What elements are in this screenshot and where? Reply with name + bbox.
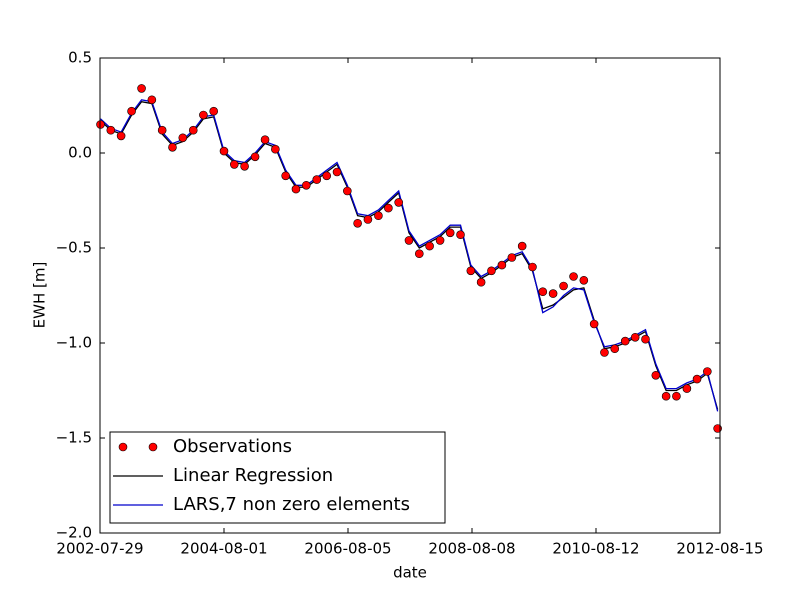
observation-point (425, 241, 434, 251)
legend-label: LARS,7 non zero elements (173, 494, 410, 515)
observation-point (559, 281, 568, 291)
observation-point (497, 260, 507, 270)
observation-point (610, 344, 620, 354)
y-axis-label: EWH [m] (31, 262, 49, 329)
observation-point (178, 133, 188, 143)
observation-point (692, 374, 702, 384)
observation-point (230, 160, 239, 169)
observation-point (291, 184, 301, 194)
observation-point (435, 236, 445, 245)
observation-point (312, 175, 322, 184)
observation-point (353, 219, 362, 228)
observation-point (517, 241, 527, 251)
observation-point (507, 253, 517, 262)
observation-point (116, 131, 126, 141)
observation-point (703, 367, 712, 376)
legend-marker (118, 442, 128, 452)
observation-point (127, 106, 136, 116)
legend-box (109, 431, 446, 524)
observation-point (394, 198, 403, 207)
x-tick-label: 2006-08-05 (304, 540, 391, 558)
y-tick-label: 0.5 (68, 49, 92, 67)
observation-point (240, 162, 249, 171)
observation-point (548, 289, 558, 298)
observation-point (301, 181, 311, 190)
observation-point (456, 230, 465, 239)
legend-marker (148, 442, 158, 452)
observation-point (445, 228, 455, 238)
legend: Observations Linear Regression LARS,7 non … (109, 431, 446, 524)
observation-point (374, 211, 383, 220)
observation-point (157, 125, 167, 135)
observation-point (589, 319, 599, 329)
observation-point (672, 391, 681, 401)
observation-point (199, 110, 208, 120)
observation-point (260, 135, 270, 144)
observation-point (322, 171, 332, 181)
observation-point (641, 334, 650, 344)
observation-point (332, 167, 342, 177)
x-tick-label: 2004-08-01 (180, 540, 267, 558)
y-tick-label: 0.0 (68, 144, 92, 162)
observation-point (404, 236, 414, 245)
observation-point (106, 125, 116, 135)
x-tick-label: 2012-08-15 (676, 540, 763, 558)
observation-point (651, 370, 661, 380)
observation-point (528, 262, 537, 272)
observation-point (620, 336, 630, 346)
observation-point (569, 272, 578, 281)
legend-label: Observations (173, 436, 292, 457)
observation-point (96, 120, 105, 129)
y-tick-label: −1.0 (56, 334, 92, 352)
observation-point (579, 275, 589, 285)
y-tick-label: −2.0 (56, 524, 92, 542)
observation-point (384, 203, 393, 213)
observation-point (476, 277, 486, 287)
observation-point (147, 95, 157, 105)
observation-point (281, 171, 290, 181)
x-tick-label: 2002-07-29 (56, 540, 143, 558)
x-tick-label: 2008-08-08 (428, 540, 515, 558)
observation-point (363, 215, 373, 224)
y-tick-label: −0.5 (56, 239, 92, 257)
observation-point (414, 249, 424, 258)
observation-point (661, 391, 671, 401)
observation-point (682, 384, 692, 393)
observation-point (250, 152, 260, 162)
observation-point (209, 106, 218, 116)
observation-point (168, 143, 177, 152)
observation-point (466, 266, 476, 276)
observation-point (219, 146, 229, 156)
legend-label: Linear Regression (173, 465, 333, 486)
observation-point (271, 144, 280, 154)
observation-point (538, 287, 548, 297)
plot-frame (99, 57, 721, 534)
observation-point (343, 186, 352, 196)
observation-point (137, 84, 146, 93)
observation-point (630, 332, 640, 342)
x-tick-label: 2010-08-12 (552, 540, 639, 558)
y-tick-label: −1.5 (56, 429, 92, 447)
observation-point (188, 125, 198, 135)
observation-point (600, 348, 609, 357)
observation-point (487, 266, 496, 276)
x-axis-label: date (393, 564, 427, 582)
